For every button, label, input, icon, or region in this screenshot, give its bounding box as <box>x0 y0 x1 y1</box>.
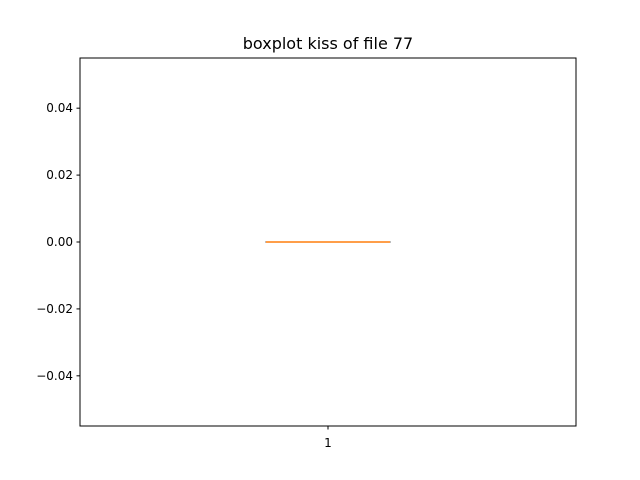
y-tick-label: 0.00 <box>46 235 73 249</box>
y-tick-label: 0.04 <box>46 101 73 115</box>
chart-title: boxplot kiss of file 77 <box>243 34 413 53</box>
y-tick-label: −0.02 <box>36 302 73 316</box>
y-axis: −0.04 −0.02 0.00 0.02 0.04 <box>36 101 80 383</box>
plot-frame <box>79 57 577 427</box>
x-axis: 1 <box>324 426 332 450</box>
x-tick-label: 1 <box>324 436 332 450</box>
y-tick-label: −0.04 <box>36 369 73 383</box>
y-tick-label: 0.02 <box>46 168 73 182</box>
